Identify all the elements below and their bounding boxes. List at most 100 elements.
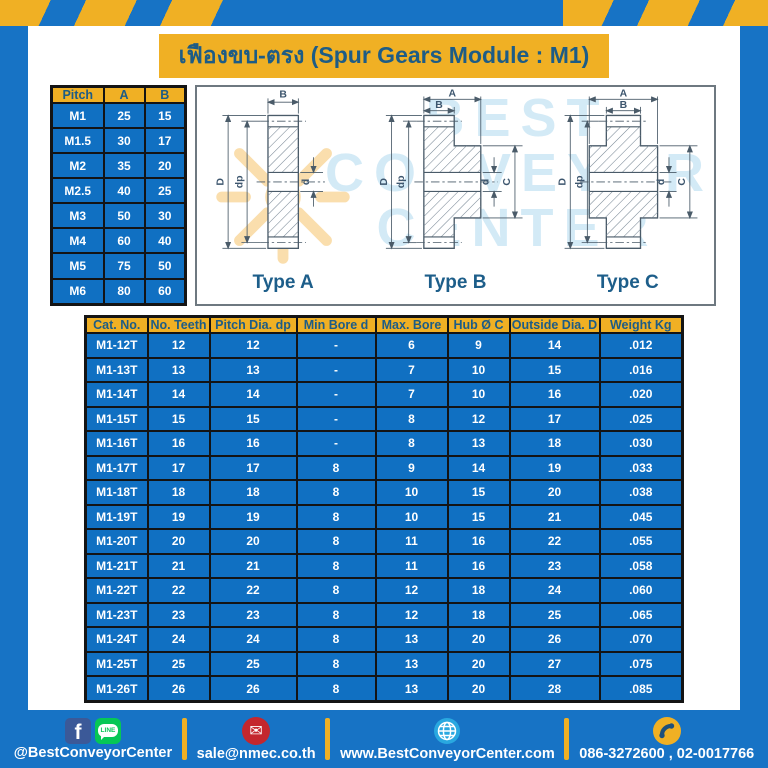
table-cell: 17 <box>146 454 211 481</box>
dim-label-face-width: B <box>279 89 287 100</box>
dim-label-face-width: B <box>619 100 627 111</box>
header-row: Pitch A B <box>50 85 187 104</box>
table-cell: .075 <box>598 650 684 677</box>
dim-label-total-width: A <box>619 88 627 99</box>
table-row: M1-17T 17 17 8 9 14 19.033 <box>84 454 684 481</box>
table-cell: M1-18T <box>84 479 149 506</box>
table-cell: 17 <box>508 405 601 432</box>
table-cell: 15 <box>146 405 211 432</box>
table-cell: 21 <box>208 552 298 579</box>
table-row: M1-24T 24 24 8 13 20 26.070 <box>84 626 684 653</box>
column-header: Max. Bore <box>374 315 449 334</box>
table-cell: 12 <box>208 332 298 359</box>
table-cell: 15 <box>208 405 298 432</box>
table-cell: 6 <box>374 332 449 359</box>
drawing-type-b: A B D dp d C Type B <box>369 87 541 304</box>
column-header: Cat. No. <box>84 315 149 334</box>
dim-label-pitch: dp <box>574 176 585 189</box>
table-cell: 19 <box>208 503 298 530</box>
table-cell: 40 <box>143 227 187 255</box>
table-cell: - <box>295 332 377 359</box>
table-row: M4 60 40 <box>50 227 187 255</box>
dim-label-pitch: dp <box>396 176 407 189</box>
table-cell: 15 <box>508 356 601 383</box>
type-a-label: Type A <box>252 272 314 293</box>
table-cell: 8 <box>374 430 449 457</box>
spur-gear-spec-table: Cat. No. No. Teeth Pitch Dia. dp Min Bore d… <box>84 315 684 703</box>
table-cell: - <box>295 405 377 432</box>
table-cell: .033 <box>598 454 684 481</box>
table-cell: 50 <box>143 252 187 280</box>
footer-separator <box>564 718 570 760</box>
table-row: M1.5 30 17 <box>50 127 187 155</box>
table-cell: 28 <box>508 675 601 703</box>
table-cell: M1-25T <box>84 650 149 677</box>
table-cell: M1.5 <box>50 127 105 155</box>
drawing-type-c: A B D dp d C Type C <box>542 87 714 304</box>
table-cell: M2 <box>50 152 105 180</box>
table-cell: 15 <box>143 101 187 130</box>
table-cell: 8 <box>295 479 377 506</box>
footer-social-section: f LINE @BestConveyorCenter <box>14 717 172 761</box>
table-cell: M1-22T <box>84 577 149 604</box>
table-cell: 40 <box>102 177 146 205</box>
table-cell: 12 <box>446 405 511 432</box>
table-cell: 26 <box>508 626 601 653</box>
table-cell: 50 <box>102 202 146 230</box>
table-cell: 20 <box>143 152 187 180</box>
dim-label-outside: D <box>379 178 390 186</box>
table-cell: - <box>295 356 377 383</box>
table-cell: 18 <box>446 577 511 604</box>
table-cell: M1-13T <box>84 356 149 383</box>
table-cell: 24 <box>146 626 211 653</box>
table-cell: 9 <box>374 454 449 481</box>
table-cell: M1-16T <box>84 430 149 457</box>
table-cell: 20 <box>446 675 511 703</box>
spec-section: Pitch A B M1 25 15 M1.5 30 17 M2 35 20 M2.5 40 25 M3 50… <box>50 85 716 306</box>
gear-cross-section-type-c-icon: A B D dp d C <box>557 88 698 250</box>
type-c-label: Type C <box>596 272 659 293</box>
table-cell: .012 <box>598 332 684 359</box>
table-cell: 12 <box>374 601 449 628</box>
table-cell: 10 <box>374 503 449 530</box>
table-cell: 21 <box>508 503 601 530</box>
table-cell: 10 <box>374 479 449 506</box>
email-icon: ✉ <box>242 716 271 745</box>
table-cell: 12 <box>374 577 449 604</box>
caution-stripes-right <box>563 0 768 26</box>
table-cell: 23 <box>508 552 601 579</box>
table-cell: 13 <box>374 675 449 703</box>
table-cell: 13 <box>146 356 211 383</box>
table-cell: M1-17T <box>84 454 149 481</box>
table-cell: 14 <box>208 381 298 408</box>
table-cell: M4 <box>50 227 105 255</box>
table-cell: 7 <box>374 356 449 383</box>
facebook-icon: f <box>64 717 91 744</box>
table-row: M2 35 20 <box>50 152 187 180</box>
table-cell: 8 <box>295 650 377 677</box>
table-cell: 18 <box>146 479 211 506</box>
table-cell: M5 <box>50 252 105 280</box>
table-cell: 25 <box>508 601 601 628</box>
phone-icon <box>652 716 681 745</box>
table-cell: 11 <box>374 528 449 555</box>
table-cell: 16 <box>146 430 211 457</box>
table-cell: 26 <box>146 675 211 703</box>
table-cell: 14 <box>508 332 601 359</box>
table-cell: M2.5 <box>50 177 105 205</box>
table-cell: 12 <box>146 332 211 359</box>
table-row: M6 80 60 <box>50 277 187 306</box>
table-cell: .060 <box>598 577 684 604</box>
table-cell: 20 <box>508 479 601 506</box>
table-cell: 60 <box>143 277 187 306</box>
table-cell: 17 <box>143 127 187 155</box>
footer-phone-section: 086-3272600 , 02-0017766 <box>579 716 754 762</box>
table-row: M1-18T 18 18 8 10 15 20.038 <box>84 479 684 506</box>
table-cell: 15 <box>446 479 511 506</box>
table-row: M1 25 15 <box>50 101 187 130</box>
table-cell: 25 <box>208 650 298 677</box>
table-row: M1-22T 22 22 8 12 18 24.060 <box>84 577 684 604</box>
table-cell: 11 <box>374 552 449 579</box>
table-row: M1-26T 26 26 8 13 20 28.085 <box>84 675 684 703</box>
